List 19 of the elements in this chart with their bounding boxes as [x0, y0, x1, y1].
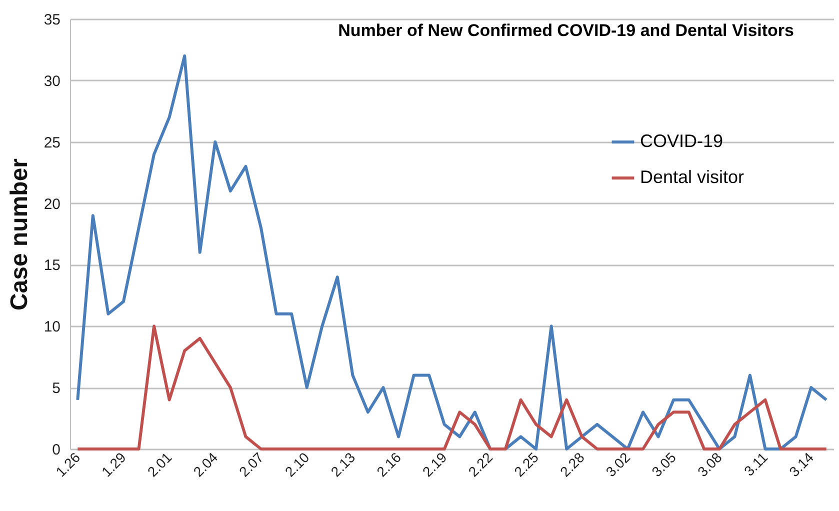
y-tick-label: 5 — [52, 380, 60, 398]
y-axis-title: Case number — [6, 158, 33, 311]
line-series — [76, 324, 828, 450]
x-tick-label: 3.14 — [786, 448, 817, 480]
y-tick-label: 30 — [44, 72, 60, 90]
x-tick-label: 3.02 — [602, 448, 634, 480]
y-tick-label: 15 — [44, 257, 60, 274]
line-series — [76, 54, 828, 450]
x-tick-label: 3.08 — [694, 448, 725, 480]
y-tick-label: 20 — [44, 196, 60, 213]
x-tick-label: 3.11 — [740, 448, 771, 479]
y-tick-label: 35 — [44, 12, 60, 28]
chart-title: Number of New Confirmed COVID-19 and Dental Visitors — [338, 21, 794, 40]
legend-label: COVID-19 — [640, 131, 724, 151]
y-tick-label: 0 — [52, 442, 60, 458]
legend-label: Dental visitor — [640, 167, 744, 187]
y-tick-label: 10 — [44, 318, 60, 336]
x-tick-label: 2.01 — [144, 448, 175, 480]
y-tick-label: 25 — [44, 134, 60, 152]
